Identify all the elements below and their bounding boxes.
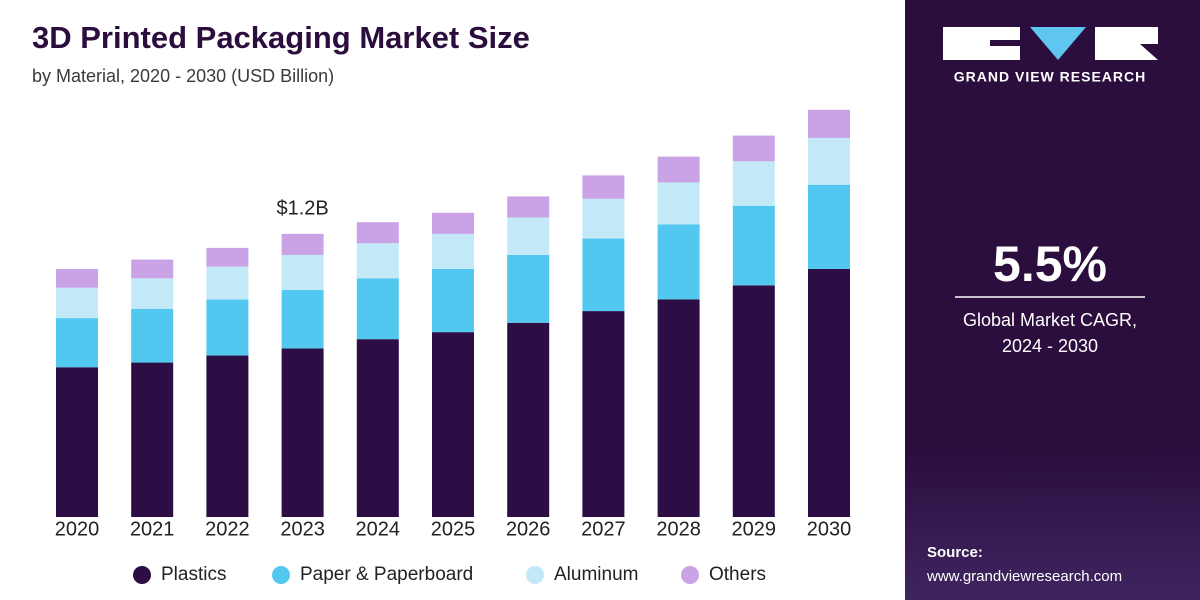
legend-marker bbox=[272, 566, 290, 584]
bar-segment bbox=[732, 135, 775, 162]
bar-segment bbox=[732, 205, 775, 286]
x-tick-label: 2021 bbox=[130, 518, 175, 540]
bar-segment bbox=[281, 254, 324, 291]
bar-segment bbox=[281, 348, 324, 517]
x-tick-label: 2025 bbox=[431, 518, 476, 540]
bar-segment bbox=[657, 182, 700, 225]
x-tick-label: 2022 bbox=[205, 518, 250, 540]
legend-label: Plastics bbox=[161, 564, 226, 585]
bar-segment bbox=[582, 198, 625, 239]
source-url: www.grandviewresearch.com bbox=[926, 568, 1122, 585]
bar-segment bbox=[432, 233, 474, 269]
bar-segment bbox=[432, 332, 474, 517]
bar-segment bbox=[356, 278, 399, 340]
legend-marker bbox=[681, 566, 699, 584]
legend-marker bbox=[526, 566, 544, 584]
legend-label: Paper & Paperboard bbox=[300, 564, 473, 585]
logo-shape bbox=[943, 27, 1020, 60]
bar-segment bbox=[356, 243, 399, 279]
x-tick-label: 2030 bbox=[807, 518, 852, 540]
x-tick-label: 2027 bbox=[581, 518, 626, 540]
bar-segment bbox=[56, 318, 98, 368]
side-panel bbox=[905, 0, 1200, 600]
bar-segment bbox=[582, 175, 625, 199]
bar-segment bbox=[206, 355, 249, 517]
cagr-value: 5.5% bbox=[993, 236, 1107, 292]
x-tick-label: 2026 bbox=[506, 518, 551, 540]
bar-segment bbox=[808, 184, 850, 269]
bar-segment bbox=[657, 156, 700, 183]
bar-segment bbox=[507, 217, 550, 255]
bar-segment bbox=[281, 233, 324, 255]
bar-segment bbox=[56, 268, 98, 288]
x-tick-label: 2028 bbox=[656, 518, 701, 540]
chart-title: 3D Printed Packaging Market Size bbox=[32, 20, 530, 55]
bar-segment bbox=[507, 196, 550, 218]
bar-segment bbox=[281, 290, 324, 349]
bar-segment bbox=[582, 238, 625, 312]
bar-segment bbox=[808, 109, 850, 138]
bar-segment bbox=[206, 299, 249, 356]
x-tick-label: 2024 bbox=[356, 518, 401, 540]
bar-segment bbox=[56, 367, 98, 517]
logo-shape bbox=[1095, 27, 1158, 60]
x-tick-label: 2023 bbox=[280, 518, 325, 540]
legend-marker bbox=[133, 566, 151, 584]
legend-label: Others bbox=[709, 564, 766, 585]
bar-segment bbox=[356, 222, 399, 244]
x-tick-label: 2020 bbox=[55, 518, 100, 540]
legend-label: Aluminum bbox=[554, 564, 638, 585]
x-tick-label: 2029 bbox=[732, 518, 777, 540]
bar-segment bbox=[131, 278, 174, 309]
bar-segment bbox=[507, 322, 550, 517]
bar-segment bbox=[56, 287, 98, 319]
annotation: $1.2B bbox=[276, 197, 328, 219]
logo-shape bbox=[1030, 27, 1086, 60]
bar-segment bbox=[432, 212, 474, 234]
bar-segment bbox=[131, 308, 174, 363]
brand-name: GRAND VIEW RESEARCH bbox=[954, 69, 1146, 85]
bar-segment bbox=[507, 254, 550, 323]
bar-segment bbox=[657, 299, 700, 517]
bar-segment bbox=[131, 259, 174, 279]
bar-segment bbox=[808, 137, 850, 185]
bar-segment bbox=[732, 285, 775, 517]
bar-segment bbox=[582, 311, 625, 517]
bar-segment bbox=[432, 268, 474, 333]
bar-segment bbox=[808, 268, 850, 517]
bar-segment bbox=[206, 266, 249, 300]
bar-segment bbox=[732, 161, 775, 206]
bar-segment bbox=[356, 339, 399, 517]
source-label: Source: bbox=[927, 544, 983, 561]
cagr-caption: 2024 - 2030 bbox=[1002, 336, 1098, 356]
bar-segment bbox=[131, 362, 174, 517]
bar-segment bbox=[657, 224, 700, 300]
bar-segment bbox=[206, 247, 249, 267]
cagr-caption: Global Market CAGR, bbox=[963, 310, 1137, 330]
logo bbox=[943, 27, 1158, 60]
chart-subtitle: by Material, 2020 - 2030 (USD Billion) bbox=[32, 66, 334, 86]
